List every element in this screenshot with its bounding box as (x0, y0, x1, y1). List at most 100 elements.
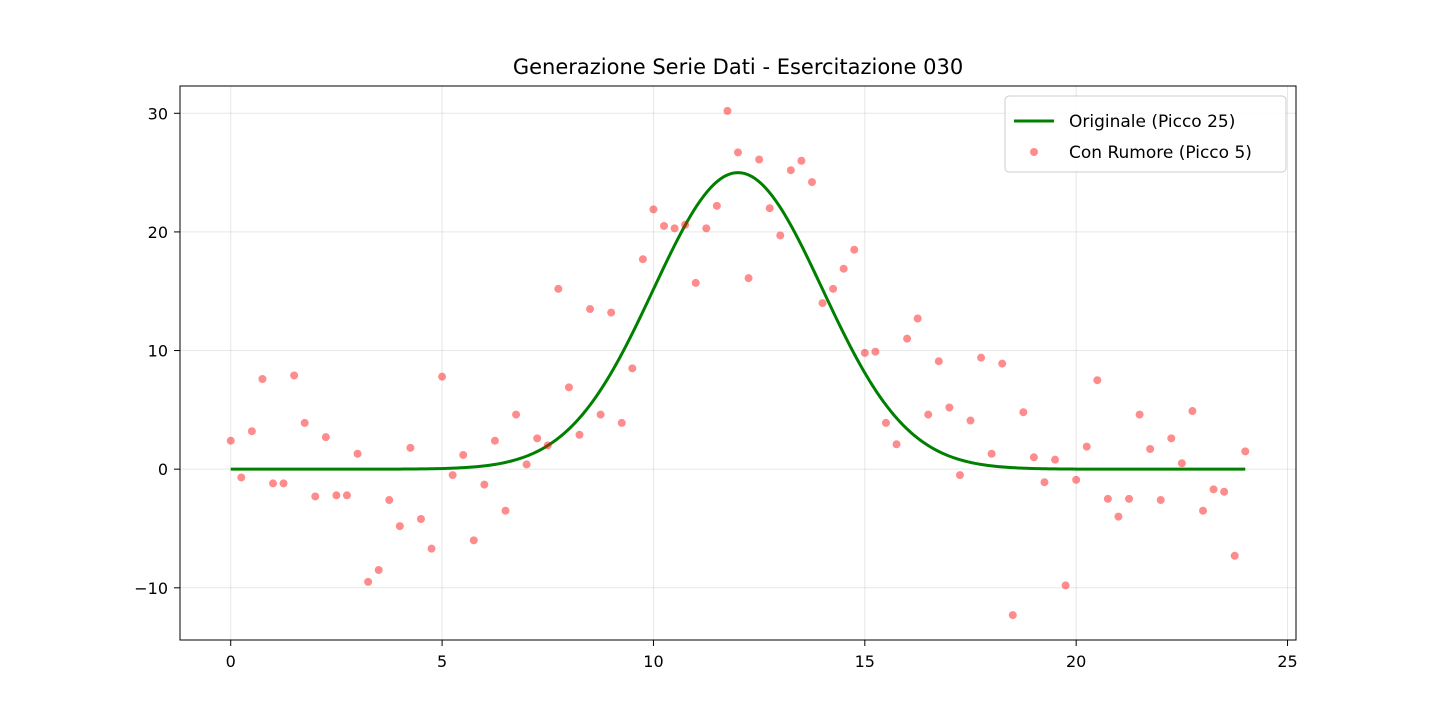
noisy-point (691, 278, 700, 287)
noisy-point (575, 430, 584, 439)
noisy-point (1072, 475, 1081, 484)
noisy-point (1029, 453, 1038, 462)
noisy-point (945, 403, 954, 412)
noisy-point (850, 245, 859, 254)
x-tick-label: 0 (226, 652, 236, 671)
legend-label-noisy: Con Rumore (Picco 5) (1069, 143, 1252, 163)
noisy-point (1103, 494, 1112, 503)
noisy-point (533, 434, 542, 443)
noisy-point (364, 577, 373, 586)
noisy-point (1209, 485, 1218, 494)
noisy-point (702, 224, 711, 233)
noisy-point (543, 441, 552, 450)
noisy-point (1188, 407, 1197, 416)
noisy-point (501, 506, 510, 515)
noisy-point (881, 418, 890, 427)
noisy-point (342, 491, 351, 500)
noisy-point (269, 479, 277, 488)
noisy-point (723, 106, 732, 115)
noisy-point (1135, 410, 1144, 419)
noisy-point (395, 522, 404, 531)
noisy-point (1156, 496, 1165, 505)
noisy-point (459, 450, 468, 459)
noisy-point (279, 479, 288, 488)
noisy-point (913, 314, 922, 323)
axis-ticks: 0 5 10 15 20 25 −10 0 10 20 30 (134, 104, 1297, 671)
legend-label-original: Originale (Picco 25) (1069, 112, 1235, 132)
noisy-point (628, 364, 637, 373)
noisy-point (512, 410, 521, 419)
noisy-point (1220, 487, 1229, 496)
noisy-point (374, 566, 383, 575)
chart-title: Generazione Serie Dati - Esercitazione 0… (513, 55, 963, 79)
noisy-point (744, 274, 753, 283)
noisy-point (892, 440, 901, 449)
x-tick-label: 20 (1066, 652, 1086, 671)
noisy-point (438, 372, 447, 381)
y-tick-label: 10 (148, 342, 168, 361)
noisy-point (1177, 459, 1186, 468)
noisy-point (660, 221, 669, 230)
noisy-point (290, 371, 299, 380)
noisy-point (649, 205, 658, 214)
x-tick-label: 10 (643, 652, 663, 671)
noisy-point (839, 264, 848, 273)
noisy-point (765, 204, 774, 213)
y-tick-label: 20 (148, 223, 168, 242)
noisy-point (416, 514, 425, 523)
noisy-point (966, 416, 975, 425)
noisy-point (353, 449, 362, 458)
noisy-point (385, 496, 394, 505)
noisy-point (1167, 434, 1176, 443)
noisy-point (977, 353, 986, 362)
legend: Originale (Picco 25) Con Rumore (Picco 5) (1004, 95, 1287, 173)
noisy-point (469, 536, 478, 545)
noisy-point (607, 308, 616, 317)
noisy-point (311, 492, 320, 501)
noisy-point (596, 410, 605, 419)
noisy-point (522, 460, 531, 469)
noisy-point (755, 155, 764, 164)
noisy-point (300, 418, 309, 427)
noisy-point (564, 383, 573, 392)
noisy-point (934, 357, 943, 366)
legend-marker-swatch (1030, 148, 1038, 156)
noisy-point (670, 224, 679, 233)
noisy-point (776, 231, 785, 240)
y-tick-label: 0 (158, 460, 168, 479)
noisy-point (1051, 455, 1060, 464)
noisy-point (1040, 478, 1049, 487)
series-original (230, 171, 1246, 471)
noisy-point (1125, 494, 1134, 503)
noisy-point (1019, 408, 1028, 417)
noisy-point (1008, 611, 1017, 620)
noisy-point (1061, 581, 1070, 590)
noisy-point (480, 480, 489, 489)
noisy-point (829, 284, 838, 293)
noisy-point (490, 436, 499, 445)
noisy-point (1230, 551, 1239, 560)
noisy-point (247, 427, 256, 436)
noisy-point (258, 375, 267, 384)
noisy-point (617, 418, 626, 427)
noisy-point (1146, 445, 1155, 454)
noisy-point (321, 433, 330, 442)
noisy-point (797, 156, 806, 165)
x-tick-label: 25 (1277, 652, 1297, 671)
noisy-point (818, 299, 827, 308)
noisy-point (903, 334, 912, 343)
series-noisy (226, 106, 1250, 620)
noisy-point (1241, 447, 1250, 456)
noisy-point (681, 220, 690, 229)
x-tick-label: 15 (855, 652, 875, 671)
noisy-point (332, 491, 341, 500)
noisy-point (860, 348, 869, 357)
noisy-point (1082, 442, 1091, 451)
noisy-point (237, 473, 246, 482)
plot-frame (179, 85, 1297, 641)
noisy-point (638, 255, 647, 264)
noisy-point (807, 178, 816, 187)
noisy-point (998, 359, 1007, 368)
y-tick-label: −10 (134, 579, 168, 598)
